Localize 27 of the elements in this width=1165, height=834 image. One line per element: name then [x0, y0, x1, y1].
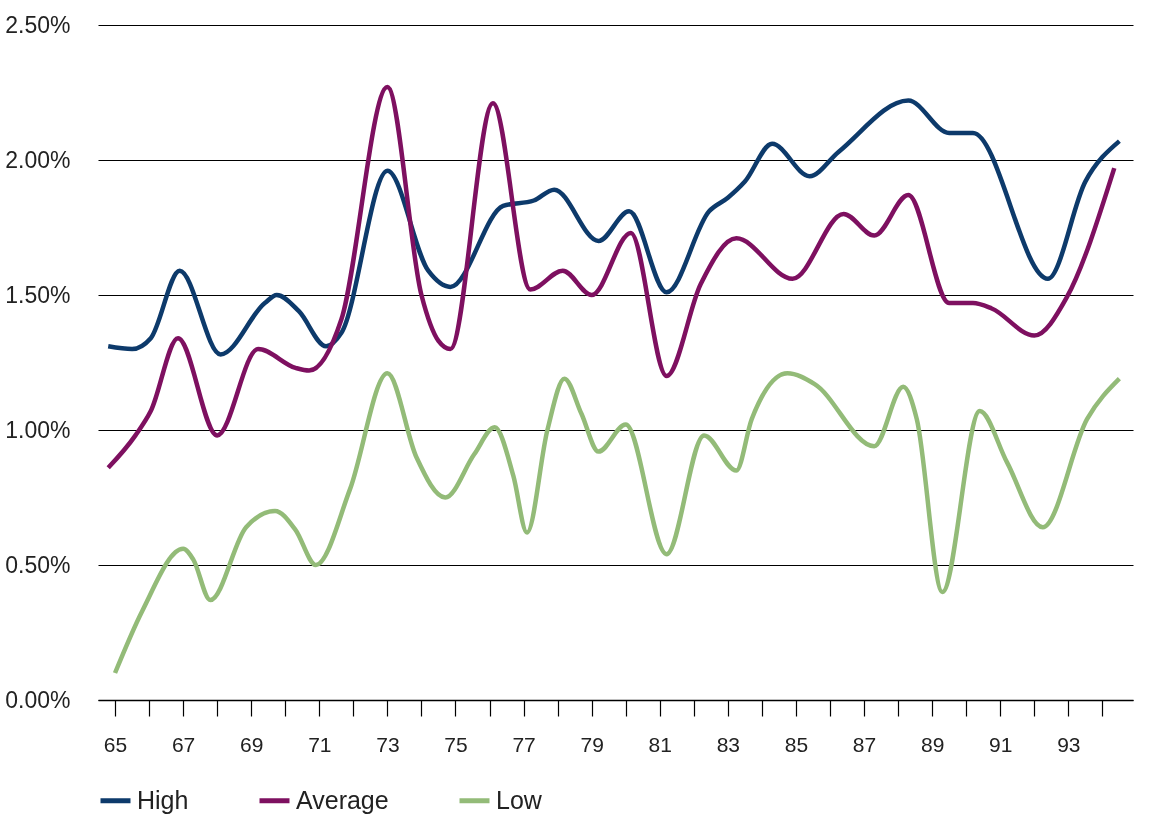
legend-label: Low — [496, 785, 543, 814]
x-tick-label: 79 — [580, 732, 604, 756]
x-tick-label: 91 — [989, 732, 1013, 756]
x-tick-label: 77 — [512, 732, 536, 756]
x-tick-label: 67 — [171, 732, 196, 756]
y-tick-label: 2.00% — [5, 146, 71, 173]
x-tick-label: 87 — [852, 732, 877, 756]
line-series — [105, 98, 1122, 357]
line-series — [112, 371, 1122, 676]
y-tick-label: 2.50% — [5, 11, 71, 38]
x-tick-label: 93 — [1057, 732, 1081, 756]
x-tick-label: 65 — [103, 732, 128, 756]
legend-label: Average — [296, 785, 389, 814]
legend-label: High — [137, 785, 189, 814]
x-tick-label: 75 — [444, 732, 468, 756]
x-tick-label: 83 — [716, 732, 741, 756]
x-tick-label: 69 — [240, 732, 264, 756]
y-tick-label: 1.50% — [5, 281, 71, 308]
y-tick-label: 1.00% — [5, 416, 71, 443]
x-tick-label: 89 — [920, 732, 945, 756]
x-tick-label: 85 — [784, 732, 809, 756]
y-tick-label: 0.50% — [5, 551, 71, 578]
x-tick-label: 73 — [376, 732, 400, 756]
x-tick-label: 71 — [308, 732, 332, 756]
y-tick-label: 0.00% — [5, 686, 71, 713]
line-series — [105, 84, 1117, 471]
x-tick-label: 81 — [648, 732, 672, 756]
